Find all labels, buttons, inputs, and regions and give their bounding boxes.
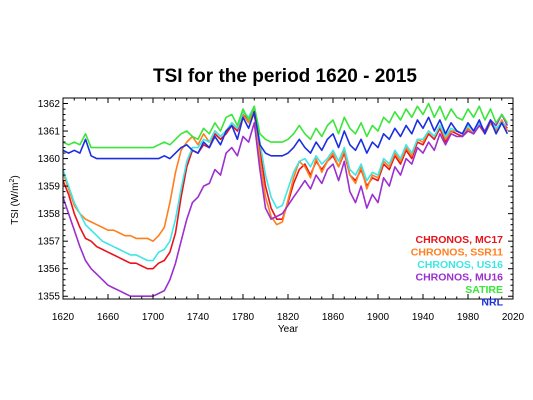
legend-entry-0: CHRONOS, MC17	[415, 234, 503, 246]
y-tick-label: 1355	[38, 292, 61, 303]
x-tick-label: 1740	[187, 312, 210, 323]
y-axis-ticks: 1355 1356 1357 1358 1359 1360 1361 1362	[38, 99, 513, 303]
plot-area: 1620 1660 1700 1740 1780 1820 1860 1900 1940 1980…	[38, 97, 525, 323]
legend-entry-4: SATIRE	[465, 284, 503, 296]
y-axis-label-main: TSI (W/m	[10, 183, 21, 225]
series-line-5	[62, 111, 509, 160]
x-tick-label: 1860	[322, 312, 345, 323]
y-tick-label: 1360	[38, 154, 61, 165]
y-axis-label-close: )	[10, 175, 21, 178]
y-tick-label: 1359	[38, 182, 61, 193]
x-tick-label: 1980	[457, 312, 480, 323]
y-axis-label: TSI (W/m2)	[9, 175, 21, 224]
x-tick-label: 1900	[367, 312, 390, 323]
y-tick-label: 1357	[38, 237, 61, 248]
x-tick-label: 1620	[52, 312, 75, 323]
series-line-3	[62, 113, 509, 298]
x-tick-label: 1820	[277, 312, 300, 323]
y-axis-label-superscript: 2	[9, 179, 16, 183]
x-axis-ticks: 1620 1660 1700 1740 1780 1820 1860 1900 1940 1980…	[52, 98, 525, 323]
legend-entry-2: CHRONOS, US16	[417, 259, 503, 271]
y-tick-label: 1362	[38, 99, 61, 110]
legend-entry-1: CHRONOS, SSR11	[411, 247, 503, 259]
x-tick-label: 1660	[97, 312, 120, 323]
chart-title: TSI for the period 1620 - 2015	[153, 66, 417, 87]
x-tick-label: 1700	[142, 312, 165, 323]
series-line-4	[62, 102, 509, 149]
series-layer	[62, 102, 509, 298]
y-tick-label: 1358	[38, 209, 61, 220]
x-tick-label: 2020	[502, 312, 525, 323]
legend-entry-5: NRL	[481, 297, 503, 309]
y-tick-label: 1361	[38, 127, 61, 138]
x-tick-label: 1940	[412, 312, 435, 323]
y-tick-label: 1356	[38, 264, 61, 275]
x-axis-label: Year	[278, 324, 299, 335]
legend-entry-3: CHRONOS, MU16	[415, 272, 503, 284]
x-tick-label: 1780	[232, 312, 255, 323]
series-line-2	[62, 105, 508, 262]
